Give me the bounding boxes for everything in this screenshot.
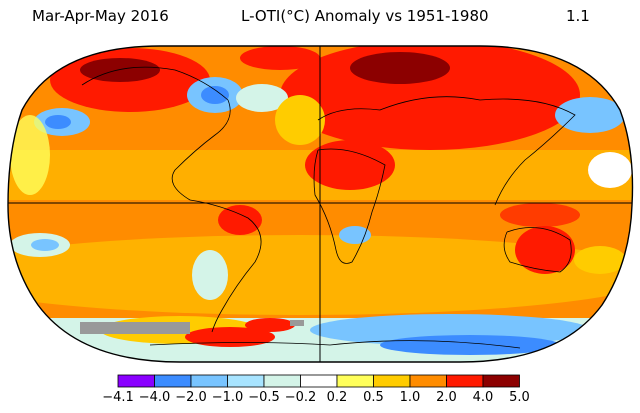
legend-tick-label: −4.1 bbox=[102, 390, 134, 405]
legend-tick-label: −0.5 bbox=[248, 390, 280, 405]
legend-tick-label: 4.0 bbox=[472, 390, 494, 405]
legend-swatch bbox=[482, 374, 520, 388]
legend-tick-label: −4.0 bbox=[138, 390, 171, 405]
legend-swatch bbox=[154, 374, 192, 388]
legend-tick-label: −0.2 bbox=[284, 390, 317, 405]
period-label: Mar-Apr-May 2016 bbox=[32, 7, 169, 25]
map-title: L-OTI(°C) Anomaly vs 1951-1980 bbox=[241, 7, 489, 25]
legend-swatch bbox=[263, 374, 301, 388]
legend-swatch bbox=[190, 374, 228, 388]
legend-swatch bbox=[227, 374, 265, 388]
legend-tick-label: −2.0 bbox=[175, 390, 207, 405]
globe-outline bbox=[7, 45, 634, 363]
legend-tick-label: 5.0 bbox=[509, 390, 530, 405]
legend-swatch bbox=[373, 374, 411, 388]
legend-tick-label: −1.0 bbox=[211, 390, 244, 405]
legend-tick-label: 1.0 bbox=[399, 390, 421, 405]
legend-swatch bbox=[300, 374, 338, 388]
legend-swatch bbox=[336, 374, 374, 388]
legend-tick-label: 0.2 bbox=[326, 390, 348, 405]
legend-swatch bbox=[446, 374, 484, 388]
legend-swatch bbox=[117, 374, 155, 388]
global-mean-value: 1.1 bbox=[566, 7, 590, 25]
legend-swatch bbox=[409, 374, 447, 388]
legend-tick-label: 0.5 bbox=[363, 390, 384, 405]
legend-tick-label: 2.0 bbox=[436, 390, 457, 405]
coastlines bbox=[81, 66, 576, 349]
